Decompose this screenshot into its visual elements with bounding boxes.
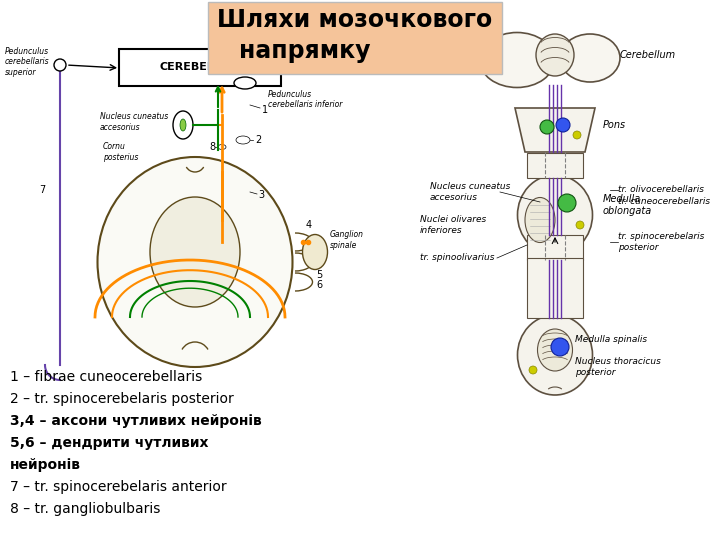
Ellipse shape xyxy=(236,136,250,144)
Text: 5,6 – дендрити чутливих: 5,6 – дендрити чутливих xyxy=(10,436,209,450)
Text: Pedunculus
cerebellaris
superior: Pedunculus cerebellaris superior xyxy=(5,47,50,77)
Ellipse shape xyxy=(538,329,572,371)
Circle shape xyxy=(551,338,569,356)
Circle shape xyxy=(556,118,570,132)
Ellipse shape xyxy=(173,111,193,139)
Text: 7: 7 xyxy=(39,185,45,195)
Text: Nuclei olivares
inferiores: Nuclei olivares inferiores xyxy=(420,215,486,235)
Text: 8 – tr. gangliobulbaris: 8 – tr. gangliobulbaris xyxy=(10,502,161,516)
Text: 6: 6 xyxy=(316,280,322,290)
Text: Nucleus cuneatus
accesorius: Nucleus cuneatus accesorius xyxy=(430,183,510,202)
Text: 3: 3 xyxy=(258,190,264,200)
Ellipse shape xyxy=(536,34,574,76)
FancyBboxPatch shape xyxy=(527,258,583,318)
Ellipse shape xyxy=(518,175,593,255)
Text: Nucleus cuneatus
accesorius: Nucleus cuneatus accesorius xyxy=(100,112,168,132)
Text: Ganglion
spinale: Ganglion spinale xyxy=(330,230,364,249)
FancyBboxPatch shape xyxy=(527,235,583,260)
Text: 8: 8 xyxy=(209,142,215,152)
Circle shape xyxy=(54,59,66,71)
Ellipse shape xyxy=(218,145,226,150)
FancyBboxPatch shape xyxy=(119,49,281,86)
Text: 7 – tr. spinocerebelaris anterior: 7 – tr. spinocerebelaris anterior xyxy=(10,480,227,494)
Text: Medulla
oblongata: Medulla oblongata xyxy=(603,194,652,216)
Text: напрямку: напрямку xyxy=(239,39,371,63)
Ellipse shape xyxy=(97,157,292,367)
Text: Cerebellum: Cerebellum xyxy=(620,50,676,60)
Circle shape xyxy=(573,131,581,139)
Circle shape xyxy=(540,120,554,134)
Text: 2: 2 xyxy=(255,135,261,145)
Ellipse shape xyxy=(480,32,554,87)
Ellipse shape xyxy=(180,119,186,131)
Text: 1 – fibrae cuneocerebellaris: 1 – fibrae cuneocerebellaris xyxy=(10,370,202,384)
Circle shape xyxy=(576,221,584,229)
Ellipse shape xyxy=(150,197,240,307)
Circle shape xyxy=(558,194,576,212)
FancyBboxPatch shape xyxy=(208,2,502,74)
Circle shape xyxy=(529,366,537,374)
Text: Nucleus thoracicus
posterior: Nucleus thoracicus posterior xyxy=(575,357,661,377)
Text: нейронів: нейронів xyxy=(10,458,81,472)
Text: tr. olivocerebellaris: tr. olivocerebellaris xyxy=(618,186,704,194)
Text: Cornu
posterius: Cornu posterius xyxy=(103,143,138,161)
Text: Pons: Pons xyxy=(603,120,626,130)
Text: tr. spinocerebelaris
posterior: tr. spinocerebelaris posterior xyxy=(618,232,704,252)
Text: Шляхи мозочкового: Шляхи мозочкового xyxy=(217,8,492,32)
Polygon shape xyxy=(515,108,595,152)
Text: 4: 4 xyxy=(306,220,312,230)
Ellipse shape xyxy=(234,77,256,89)
Text: CEREBELLUM: CEREBELLUM xyxy=(159,63,240,72)
Text: 2 – tr. spinocerebelaris posterior: 2 – tr. spinocerebelaris posterior xyxy=(10,392,234,406)
Ellipse shape xyxy=(518,315,593,395)
Text: 3,4 – аксони чутливих нейронів: 3,4 – аксони чутливих нейронів xyxy=(10,414,262,428)
FancyBboxPatch shape xyxy=(527,153,583,178)
Text: Medulla spinalis: Medulla spinalis xyxy=(575,335,647,345)
Ellipse shape xyxy=(525,198,555,242)
Text: tr. cuneocerebellaris: tr. cuneocerebellaris xyxy=(618,198,710,206)
Text: 5: 5 xyxy=(316,270,323,280)
Text: Pedunculus
cerebellaris inferior: Pedunculus cerebellaris inferior xyxy=(268,90,343,110)
Text: tr. spinoolivarius: tr. spinoolivarius xyxy=(420,253,495,262)
Ellipse shape xyxy=(302,234,328,269)
Text: 1: 1 xyxy=(262,105,268,115)
Ellipse shape xyxy=(560,34,620,82)
